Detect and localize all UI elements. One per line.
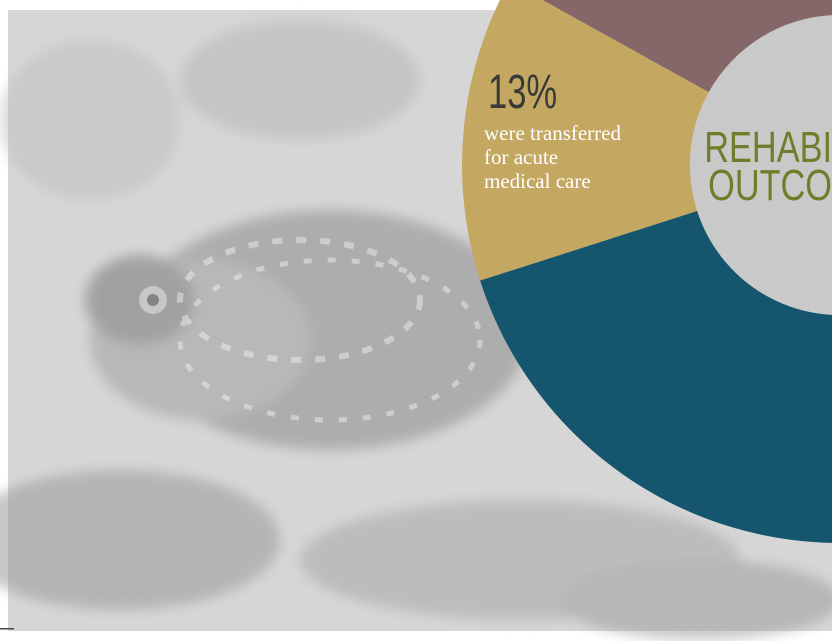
value-label: 13%	[488, 64, 557, 118]
segment-label: were transferred for acute medical care	[484, 121, 621, 193]
donut-segment	[542, 0, 832, 93]
donut-segment	[462, 0, 709, 281]
title-line: REHABI	[704, 123, 832, 172]
donut-chart	[462, 0, 832, 543]
donut-center	[690, 15, 832, 315]
title-line: OUTCO	[708, 161, 832, 210]
donut-segment	[480, 210, 832, 543]
